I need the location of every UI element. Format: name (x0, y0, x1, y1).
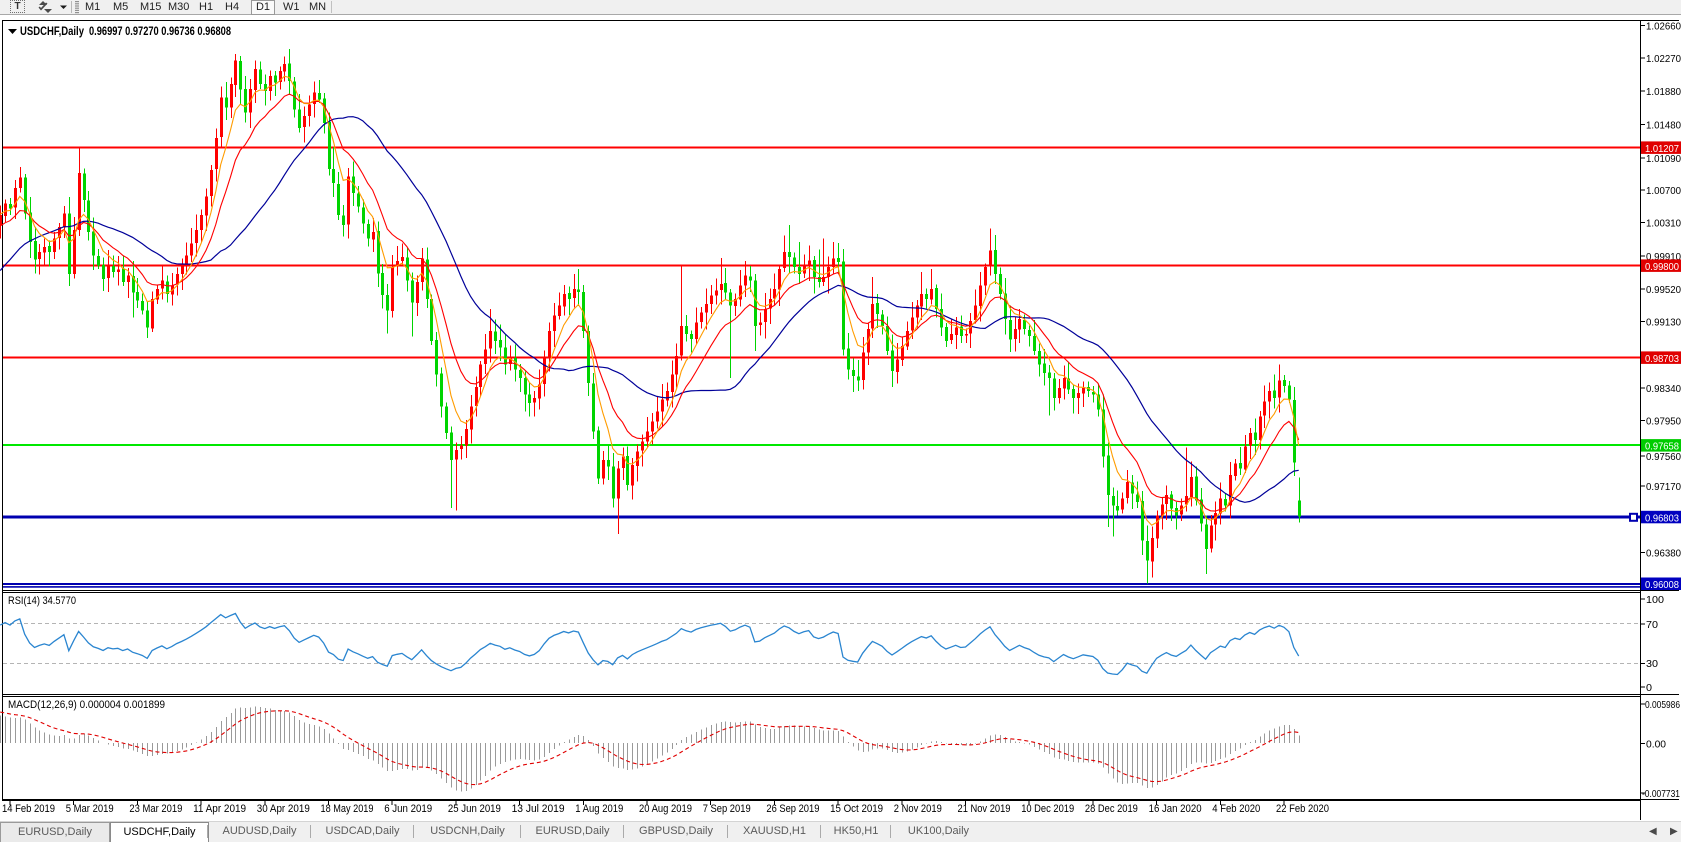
svg-text:1.00700: 1.00700 (1646, 185, 1681, 197)
svg-text:MACD(12,26,9) 0.000004 0.00189: MACD(12,26,9) 0.000004 0.001899 (8, 699, 165, 711)
svg-text:0.00: 0.00 (1646, 739, 1666, 751)
svg-text:0.98703: 0.98703 (1645, 353, 1679, 365)
svg-text:0.97950: 0.97950 (1646, 416, 1681, 428)
svg-text:0.96008: 0.96008 (1645, 579, 1679, 591)
svg-text:0: 0 (1646, 682, 1652, 694)
svg-text:28 Dec 2019: 28 Dec 2019 (1085, 803, 1138, 815)
svg-text:16 Jan 2020: 16 Jan 2020 (1149, 803, 1202, 815)
svg-text:-0.007731: -0.007731 (1642, 788, 1680, 800)
svg-text:25 Jun 2019: 25 Jun 2019 (448, 803, 501, 815)
svg-text:22 Feb 2020: 22 Feb 2020 (1276, 803, 1329, 815)
svg-text:10 Dec 2019: 10 Dec 2019 (1021, 803, 1074, 815)
svg-text:RSI(14) 34.5770: RSI(14) 34.5770 (8, 595, 76, 607)
svg-text:1.01480: 1.01480 (1646, 120, 1681, 132)
svg-text:2 Nov 2019: 2 Nov 2019 (894, 803, 942, 815)
svg-text:23 Mar 2019: 23 Mar 2019 (129, 803, 182, 815)
svg-text:0.98340: 0.98340 (1646, 383, 1681, 395)
svg-text:0.005986: 0.005986 (1645, 699, 1680, 711)
svg-text:1.00310: 1.00310 (1646, 218, 1681, 230)
svg-text:70: 70 (1646, 619, 1658, 631)
svg-text:11 Apr 2019: 11 Apr 2019 (193, 803, 246, 815)
svg-text:6 Jun 2019: 6 Jun 2019 (384, 803, 432, 815)
svg-text:14 Feb 2019: 14 Feb 2019 (2, 803, 55, 815)
svg-text:0.96997 0.97270 0.96736 0.9680: 0.96997 0.97270 0.96736 0.96808 (89, 26, 231, 38)
svg-text:1.01090: 1.01090 (1646, 153, 1681, 165)
svg-text:100: 100 (1646, 594, 1664, 606)
svg-text:0.99800: 0.99800 (1645, 261, 1679, 273)
svg-text:15 Oct 2019: 15 Oct 2019 (830, 803, 883, 815)
svg-text:1 Aug 2019: 1 Aug 2019 (575, 803, 623, 815)
svg-text:1.01207: 1.01207 (1645, 143, 1679, 155)
svg-text:USDCHF,Daily: USDCHF,Daily (20, 26, 84, 38)
svg-text:0.97560: 0.97560 (1646, 451, 1681, 463)
svg-text:1.02270: 1.02270 (1646, 53, 1681, 65)
svg-text:7 Sep 2019: 7 Sep 2019 (703, 803, 751, 815)
svg-text:0.99520: 0.99520 (1646, 284, 1681, 296)
svg-text:18 May 2019: 18 May 2019 (321, 803, 374, 815)
svg-text:0.96380: 0.96380 (1646, 547, 1681, 559)
svg-text:26 Sep 2019: 26 Sep 2019 (766, 803, 819, 815)
svg-text:1.01880: 1.01880 (1646, 86, 1681, 98)
svg-text:13 Jul 2019: 13 Jul 2019 (512, 803, 565, 815)
svg-text:1.02660: 1.02660 (1646, 21, 1681, 33)
svg-text:0.97170: 0.97170 (1646, 481, 1681, 493)
svg-text:30: 30 (1646, 658, 1658, 670)
svg-text:20 Aug 2019: 20 Aug 2019 (639, 803, 692, 815)
svg-text:0.97658: 0.97658 (1645, 441, 1679, 453)
svg-text:0.96803: 0.96803 (1645, 512, 1679, 524)
svg-text:21 Nov 2019: 21 Nov 2019 (958, 803, 1011, 815)
svg-text:30 Apr 2019: 30 Apr 2019 (257, 803, 310, 815)
svg-text:4 Feb 2020: 4 Feb 2020 (1212, 803, 1260, 815)
svg-text:5 Mar 2019: 5 Mar 2019 (66, 803, 114, 815)
svg-text:0.99130: 0.99130 (1646, 317, 1681, 329)
